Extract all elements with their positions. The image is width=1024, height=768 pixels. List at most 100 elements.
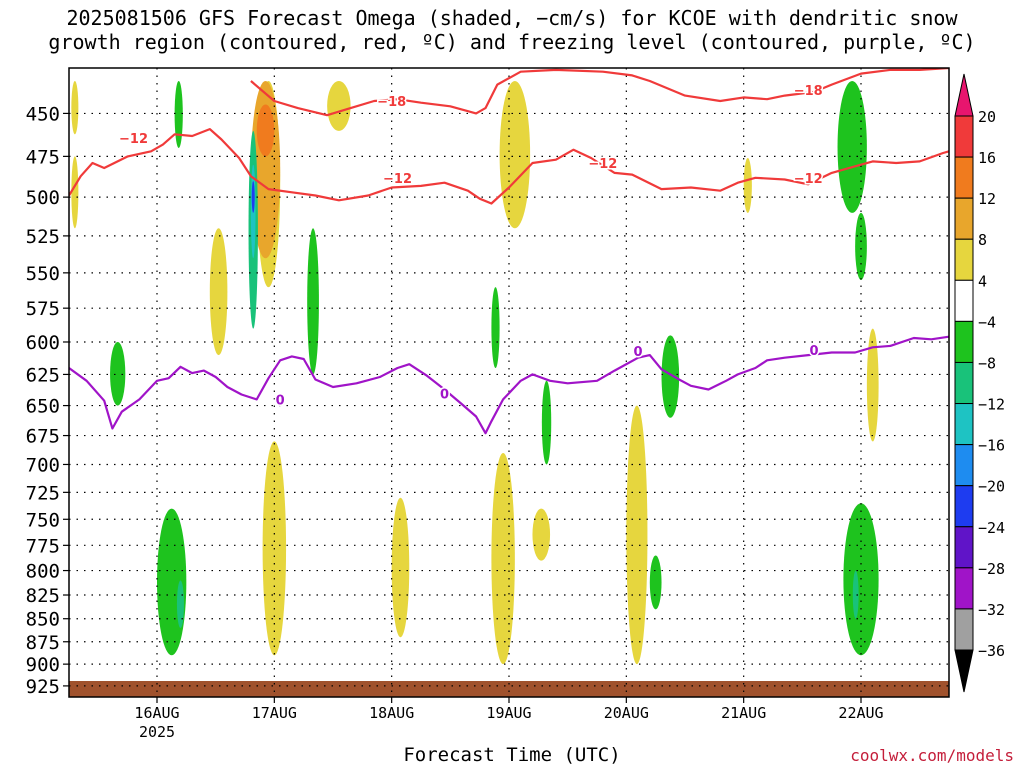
terrain-band [69, 681, 949, 697]
shaded-region-20 [541, 380, 552, 465]
shaded-region-16 [157, 508, 187, 656]
chart-title-line2: growth region (contoured, red, ºC) and f… [48, 30, 976, 54]
y-tick-label-6: 600 [26, 332, 60, 354]
y-tick-label-2: 500 [26, 187, 60, 209]
shaded-region-4 [327, 80, 351, 131]
contour-label-freezing_level-1: 0 [440, 387, 449, 402]
shaded-region-8 [532, 508, 551, 561]
colorbar-swatch-8 [954, 444, 974, 487]
y-tick-label-0: 450 [26, 103, 60, 125]
shaded-region-1 [71, 156, 79, 229]
contour-label-dgz_minus_12-3: −12 [794, 172, 823, 187]
shaded-region-28 [852, 570, 859, 619]
colorbar-label-6: −8 [978, 354, 996, 372]
colorbar-swatch-0 [954, 115, 974, 158]
x-tick-label-4: 20AUG [604, 704, 649, 722]
omega-shading [71, 80, 879, 665]
colorbar-swatch-10 [954, 526, 974, 569]
colorbar-label-2: 12 [978, 190, 996, 208]
contour-label-freezing_level-3: 0 [810, 344, 819, 359]
colorbar-label-7: −12 [978, 396, 1005, 414]
y-tick-label-7: 625 [26, 364, 60, 386]
colorbar-label-5: −4 [978, 313, 996, 331]
shaded-region-15 [110, 341, 126, 406]
colorbar-top-triangle [954, 73, 974, 117]
colorbar-swatch-4 [954, 279, 974, 322]
shaded-region-30 [251, 181, 255, 213]
colorbar-bottom-triangle [954, 649, 974, 693]
chart-title-line1: 2025081506 GFS Forecast Omega (shaded, −… [66, 6, 958, 30]
contour-line-1 [69, 128, 949, 205]
contour-label-freezing_level-0: 0 [276, 393, 285, 408]
contour-label-dgz_minus_12-1: −12 [383, 172, 412, 187]
contour-label-group: −18 −18 −12 −12 −12 −12 0 0 0 0 [118, 83, 825, 410]
y-tick-label-15: 825 [26, 585, 60, 607]
shaded-region-10 [743, 158, 752, 213]
shaded-region-2 [209, 228, 228, 356]
colorbar-label-12: −32 [978, 601, 1005, 619]
y-tick-label-8: 650 [26, 396, 60, 418]
contour-line-2 [69, 335, 949, 435]
y-tick-label-14: 800 [26, 561, 60, 583]
x-tick-label-1: 17AUG [252, 704, 297, 722]
colorbar-swatch-1 [954, 156, 974, 199]
shaded-region-24 [855, 212, 867, 281]
colorbar-label-10: −24 [978, 519, 1005, 537]
colorbar-swatch-3 [954, 238, 974, 281]
y-tick-label-13: 775 [26, 535, 60, 557]
colorbar-label-8: −16 [978, 437, 1005, 455]
x-tick-label-0: 16AUG [134, 704, 179, 722]
shaded-region-19 [491, 287, 500, 369]
contour-label-dgz_minus_18-1: −18 [794, 84, 823, 99]
chart-title: 2025081506 GFS Forecast Omega (shaded, −… [0, 6, 1024, 54]
shaded-region-21 [649, 555, 662, 610]
temperature-contours [69, 68, 949, 435]
shaded-region-14 [256, 104, 275, 157]
colorbar-swatch-7 [954, 403, 974, 446]
shaded-region-18 [307, 228, 319, 375]
shaded-region-9 [626, 405, 648, 665]
y-tick-label-9: 675 [26, 426, 60, 448]
x-axis: 16AUG 17AUG 18AUG 19AUG 20AUG 21AUG 22AUG 2025 [134, 697, 884, 741]
colorbar-swatch-6 [954, 361, 974, 405]
shaded-region-17 [174, 80, 183, 148]
shaded-region-6 [499, 80, 531, 229]
y-tick-label-11: 725 [26, 482, 60, 504]
y-tick-label-3: 525 [26, 226, 60, 248]
y-tick-label-1: 475 [26, 146, 60, 168]
shaded-region-7 [491, 453, 515, 665]
shaded-region-22 [661, 335, 680, 418]
credit-text: coolwx.com/models [850, 746, 1014, 765]
colorbar-label-3: 8 [978, 231, 987, 249]
y-tick-label-10: 700 [26, 454, 60, 476]
y-tick-label-16: 850 [26, 609, 60, 631]
shaded-region-11 [866, 328, 879, 442]
x-tick-label-3: 19AUG [486, 704, 531, 722]
contour-label-dgz_minus_18-0: −18 [377, 95, 406, 110]
colorbar-label-4: 4 [978, 272, 987, 290]
colorbar-swatch-12 [954, 608, 974, 651]
contour-line-0 [250, 68, 949, 117]
colorbar-label-1: 16 [978, 149, 996, 167]
y-tick-label-17: 875 [26, 632, 60, 654]
contour-label-dgz_minus_12-0: −12 [119, 132, 148, 147]
colorbar-label-0: 20 [978, 108, 996, 126]
x-year-label: 2025 [139, 723, 175, 741]
y-tick-label-4: 550 [26, 263, 60, 285]
y-tick-label-12: 750 [26, 509, 60, 531]
x-axis-label: Forecast Time (UTC) [403, 744, 621, 766]
colorbar-swatch-11 [954, 567, 974, 610]
colorbar-label-11: −28 [978, 560, 1005, 578]
x-tick-label-6: 22AUG [838, 704, 883, 722]
x-tick-label-2: 18AUG [369, 704, 414, 722]
colorbar: 20 16 12 8 4 −4 −8 −12 −16 −20 −24 −28 −32 −36 [954, 73, 1005, 693]
y-axis: 450 475 500 525 550 575 600 625 650 675 700 725 750 7… [26, 103, 69, 698]
colorbar-label-13: −36 [978, 642, 1005, 660]
colorbar-swatch-9 [954, 485, 974, 528]
shaded-region-27 [176, 580, 184, 629]
shaded-region-23 [837, 80, 867, 213]
shaded-region-0 [71, 80, 79, 135]
x-tick-label-5: 21AUG [721, 704, 766, 722]
y-tick-label-19: 925 [26, 676, 60, 698]
